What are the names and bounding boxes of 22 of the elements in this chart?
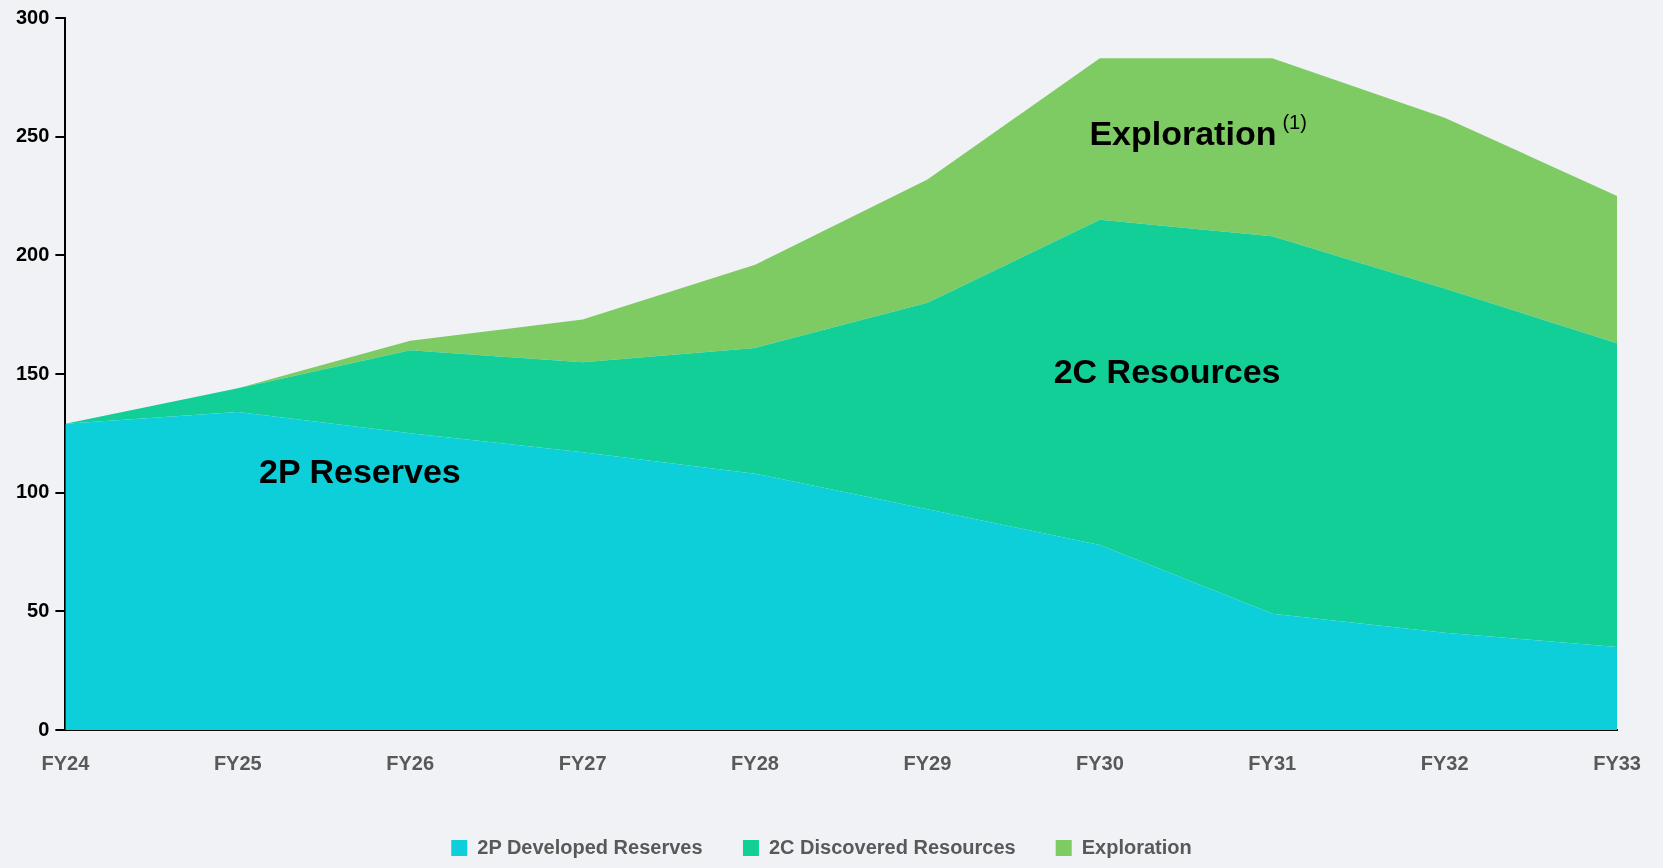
x-tick-label: FY27 (558, 751, 607, 774)
y-tick-label: 50 (27, 598, 50, 621)
x-tick-label: FY28 (731, 751, 779, 774)
x-tick-label: FY33 (1593, 751, 1641, 774)
x-tick-label: FY24 (41, 751, 91, 774)
legend-label: 2P Developed Reserves (477, 835, 703, 858)
y-tick-label: 300 (15, 5, 50, 28)
x-tick-label: FY30 (1075, 751, 1124, 774)
x-tick-label: FY29 (903, 751, 952, 774)
y-tick-label: 0 (38, 717, 50, 740)
y-tick-label: 150 (15, 361, 50, 384)
x-tick-label: FY26 (386, 751, 435, 774)
legend-label: Exploration (1081, 835, 1192, 858)
x-tick-label: FY25 (213, 751, 262, 774)
legend-label: 2C Discovered Resources (768, 835, 1016, 858)
y-tick-label: 250 (15, 124, 50, 147)
x-tick-label: FY31 (1248, 751, 1297, 774)
y-tick-label: 200 (15, 242, 50, 265)
annotation: 2C Resources (1053, 352, 1281, 391)
x-tick-label: FY32 (1420, 751, 1469, 774)
annotation: 2P Reserves (259, 452, 461, 491)
y-tick-label: 100 (15, 480, 50, 503)
